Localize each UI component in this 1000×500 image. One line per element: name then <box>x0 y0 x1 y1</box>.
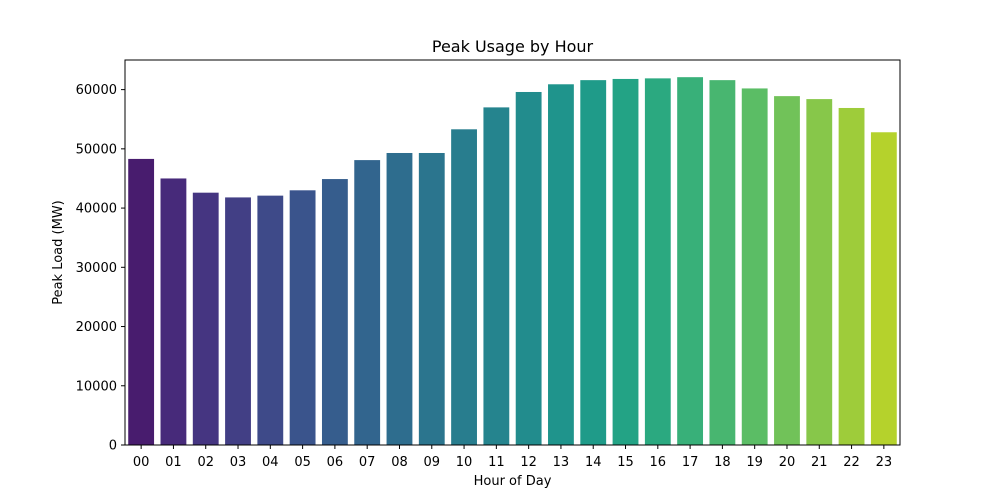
x-tick-label: 14 <box>585 455 602 470</box>
bar-hour-06 <box>321 179 348 446</box>
bar-hour-19 <box>741 88 768 445</box>
bar-hour-12 <box>515 91 542 445</box>
x-tick-label: 20 <box>779 455 796 470</box>
x-tick-label: 15 <box>617 455 634 470</box>
y-tick-label: 30000 <box>76 261 117 276</box>
x-tick-label: 16 <box>650 455 667 470</box>
y-axis-label: Peak Load (MW) <box>51 200 66 305</box>
y-tick-label: 50000 <box>76 142 117 157</box>
x-tick-label: 11 <box>488 455 505 470</box>
bar-hour-07 <box>354 160 381 445</box>
x-tick-label: 21 <box>811 455 828 470</box>
y-tick-label: 0 <box>109 439 117 454</box>
bar-hour-00 <box>128 158 155 445</box>
bar-hour-17 <box>677 77 704 445</box>
x-tick-label: 22 <box>843 455 860 470</box>
bar-hour-09 <box>418 152 445 445</box>
x-tick-label: 18 <box>714 455 731 470</box>
bars-group <box>128 77 897 446</box>
bar-hour-15 <box>612 78 639 445</box>
y-tick-label: 40000 <box>76 202 117 217</box>
plot-frame <box>124 59 901 446</box>
bar-hour-16 <box>644 78 671 445</box>
bar-hour-11 <box>483 107 510 445</box>
x-axis-label: Hour of Day <box>474 474 552 489</box>
x-tick-label: 17 <box>682 455 699 470</box>
x-tick-label: 23 <box>876 455 893 470</box>
x-tick-label: 03 <box>230 455 247 470</box>
x-tick-label: 13 <box>553 455 570 470</box>
x-tick-label: 04 <box>262 455 279 470</box>
bar-hour-05 <box>289 190 316 445</box>
x-tick-label: 09 <box>423 455 440 470</box>
bar-hour-23 <box>870 132 897 445</box>
x-tick-label: 02 <box>197 455 214 470</box>
x-tick-label: 10 <box>456 455 473 470</box>
bar-hour-04 <box>257 195 284 445</box>
bar-hour-21 <box>806 99 833 445</box>
x-tick-label: 01 <box>165 455 182 470</box>
x-tick-label: 06 <box>327 455 344 470</box>
x-tick-label: 08 <box>391 455 408 470</box>
x-tick-label: 12 <box>520 455 537 470</box>
bar-hour-14 <box>580 80 607 445</box>
bar-hour-03 <box>225 197 251 445</box>
bar-hour-18 <box>709 80 736 445</box>
x-tick-label: 19 <box>746 455 763 470</box>
bar-hour-10 <box>451 129 477 446</box>
y-axis: 0 10000 20000 30000 40000 50000 60000 <box>76 83 125 454</box>
x-axis: 00 01 02 03 04 05 06 07 08 09 10 11 12 13 14 15 16 17 18 19… <box>133 445 892 470</box>
y-tick-label: 60000 <box>76 83 117 98</box>
bar-hour-20 <box>774 96 800 445</box>
bar-hour-08 <box>386 152 413 445</box>
bar-hour-02 <box>192 192 219 445</box>
bar-hour-13 <box>548 84 574 446</box>
x-tick-label: 07 <box>359 455 376 470</box>
bar-hour-22 <box>838 107 865 445</box>
chart-title: Peak Usage by Hour <box>432 37 594 56</box>
y-tick-label: 10000 <box>76 379 117 394</box>
y-tick-label: 20000 <box>76 320 117 335</box>
x-tick-label: 00 <box>133 455 150 470</box>
bar-hour-01 <box>160 178 187 445</box>
x-tick-label: 05 <box>294 455 311 470</box>
